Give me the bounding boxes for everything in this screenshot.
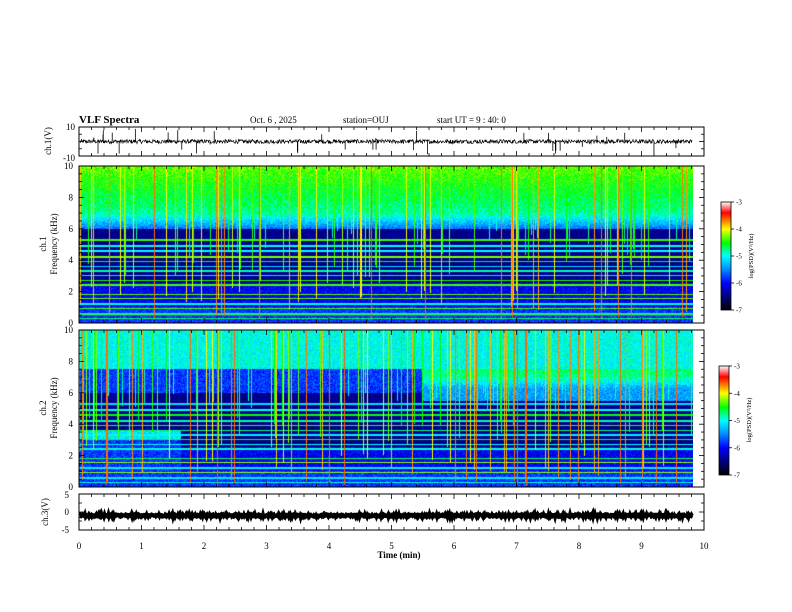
colorbar-tick-label: -5	[734, 417, 740, 425]
x-tick-label: 9	[639, 541, 644, 551]
ch1-ytick-top: 10	[66, 122, 76, 132]
ch2-spectrogram-ylabel-frequency: Frequency (kHz)	[49, 377, 59, 438]
x-tick-label: 5	[389, 541, 394, 551]
x-tick-label: 8	[577, 541, 582, 551]
ch1-ytick-bottom: -10	[63, 153, 75, 163]
waveform-line	[78, 506, 694, 525]
ch1-spectrogram-image	[79, 166, 693, 323]
ch1-spectrogram-panel: 0 2 4 6 8 10 ch.1 Frequency (kHz) -3 -4 -5 -6 -7 …	[38, 161, 755, 328]
ch2-colorbar-scale	[719, 366, 729, 475]
colorbar-tick-label: -6	[736, 280, 742, 288]
ch1-spectrogram-yticklabels: 0 2 4 6 8 10	[64, 161, 74, 328]
ch2-colorbar-label: log(PSD)(V²/Hz)	[746, 398, 753, 443]
y-tick-label: 8	[69, 192, 74, 202]
x-tick-label: 4	[327, 541, 332, 551]
y-tick-label: 2	[69, 451, 74, 461]
x-tick-label: 3	[264, 541, 269, 551]
y-tick-label: 0	[69, 482, 74, 492]
ch3-ytick-top: 5	[65, 490, 70, 500]
colorbar-tick-label: -3	[736, 199, 742, 207]
ch2-spectrogram-image	[79, 330, 693, 487]
y-tick-label: 0	[69, 318, 74, 328]
station-label: station=OUJ	[343, 115, 389, 125]
ch3-waveform-trace	[78, 506, 694, 525]
x-tick-label: 6	[452, 541, 457, 551]
x-tick-label: 2	[202, 541, 207, 551]
x-axis-tick-labels: 0 1 2 3 4 5 6 7 8 9 10	[77, 541, 709, 551]
y-tick-label: 10	[64, 161, 74, 171]
ch1-colorbar-scale	[721, 202, 731, 310]
ch1-spectrogram-ylabel-channel: ch.1	[38, 236, 48, 251]
x-tick-label: 10	[700, 541, 710, 551]
y-tick-label: 2	[69, 287, 74, 297]
colorbar-tick-label: -6	[734, 444, 740, 452]
ch1-colorbar: -3 -4 -5 -6 -7 log(PSD)(V²/Hz)	[720, 199, 755, 315]
ch2-colorbar-ticks: -3 -4 -5 -6 -7	[729, 363, 740, 480]
ch3-ytick-bottom: -5	[62, 525, 70, 535]
ch3-waveform-ylabel: ch.3(V)	[40, 498, 50, 526]
colorbar-tick-label: -7	[734, 472, 740, 480]
waveform-line	[79, 138, 693, 145]
y-tick-label: 4	[69, 419, 74, 429]
date-label: Oct. 6 , 2025	[250, 115, 297, 125]
y-tick-label: 4	[69, 255, 74, 265]
ch1-colorbar-ticks: -3 -4 -5 -6 -7	[731, 199, 742, 315]
y-tick-label: 6	[69, 224, 74, 234]
ch1-waveform-trace	[79, 128, 693, 155]
ch3-waveform-panel: 5 0 -5 ch.3(V)	[40, 490, 705, 535]
x-axis-label: Time (min)	[377, 550, 420, 560]
start-time-label: start UT = 9 : 40: 0	[437, 115, 506, 125]
x-tick-label: 0	[77, 541, 82, 551]
ch2-colorbar: -3 -4 -5 -6 -7 log(PSD)(V²/Hz)	[718, 363, 753, 480]
colorbar-tick-label: -4	[734, 390, 740, 398]
figure-title: VLF Spectra	[79, 114, 140, 126]
ch1-waveform-ylabel: ch.1(V)	[43, 127, 53, 155]
y-tick-label: 6	[69, 388, 74, 398]
ch3-ytick-mid: 0	[65, 507, 70, 517]
ch1-spectrogram-ylabel-frequency: Frequency (kHz)	[49, 213, 59, 274]
y-tick-label: 8	[69, 356, 74, 366]
colorbar-tick-label: -5	[736, 253, 742, 261]
colorbar-tick-label: -7	[736, 307, 742, 315]
ch1-waveform-panel: 10 -10 ch.1(V)	[43, 122, 705, 163]
ch2-spectrogram-ylabel-channel: ch.2	[38, 400, 48, 415]
ch1-colorbar-label: log(PSD)(V²/Hz)	[748, 234, 755, 279]
colorbar-tick-label: -4	[736, 226, 742, 234]
colorbar-tick-label: -3	[734, 363, 740, 371]
x-tick-label: 7	[514, 541, 519, 551]
x-tick-label: 1	[139, 541, 144, 551]
ch2-spectrogram-panel: 0 2 4 6 8 10 ch.2 Frequency (kHz) -3 -4 -5 -6 -7 …	[38, 325, 753, 492]
y-tick-label: 10	[64, 325, 74, 335]
ch2-spectrogram-yticklabels: 0 2 4 6 8 10	[64, 325, 74, 492]
